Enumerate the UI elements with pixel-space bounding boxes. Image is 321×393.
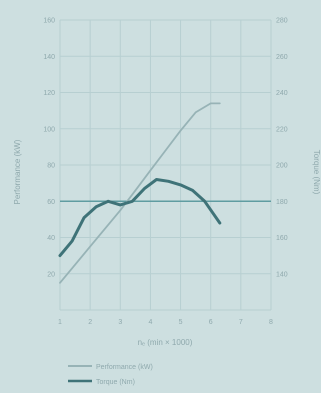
x-tick-label: 2 <box>88 319 92 326</box>
series-line-performance <box>59 102 221 284</box>
torque-point <box>143 187 145 190</box>
y-left-tick-label: 60 <box>47 199 55 206</box>
torque-point <box>119 204 121 206</box>
performance-point <box>59 282 61 284</box>
y-left-tick-label: 100 <box>43 126 55 133</box>
x-tick-label: 1 <box>58 319 62 326</box>
x-axis-title: nₑ (min × 1000) <box>138 338 193 347</box>
y-right-tick-label: 260 <box>276 54 288 61</box>
x-tick-label: 6 <box>209 319 213 326</box>
performance-point <box>210 102 212 104</box>
series-line-torque <box>58 178 222 258</box>
y-left-tick-label: 160 <box>43 18 55 25</box>
legend-label-power: Performance (kW) <box>96 364 153 371</box>
torque-point <box>95 206 97 208</box>
x-tick-label: 8 <box>269 319 273 326</box>
performance-point <box>149 169 152 172</box>
y-right-tick-label: 220 <box>276 126 288 133</box>
series-lines <box>58 102 222 284</box>
y-right-tick-label: 140 <box>276 271 288 278</box>
performance-point <box>119 209 121 211</box>
legend: Performance (kW) Torque (Nm) <box>68 364 153 386</box>
torque-point <box>204 200 206 202</box>
y-right-tick-label: 200 <box>276 163 288 170</box>
y-axis-right-title: Torque (Nm) <box>312 150 321 195</box>
y-right-tick-label: 240 <box>276 90 288 97</box>
y-left-tick-label: 120 <box>43 90 55 97</box>
tick-labels: 1 2 3 4 5 6 7 8 20 40 60 80 100 120 140 160 140 160 180 200… <box>43 18 287 327</box>
performance-point <box>74 264 76 266</box>
torque-point <box>71 240 73 242</box>
performance-point <box>164 149 167 152</box>
performance-point <box>89 245 91 248</box>
torque-point <box>155 178 158 181</box>
torque-point <box>167 180 170 182</box>
torque-point <box>83 216 85 219</box>
torque-point <box>179 184 182 186</box>
y-axis-left-title: Performance (kW) <box>13 139 22 204</box>
grid <box>59 19 272 311</box>
y-left-tick-label: 20 <box>47 271 55 278</box>
x-tick-label: 4 <box>148 319 152 326</box>
y-right-tick-label: 280 <box>276 18 288 25</box>
performance-point <box>195 111 197 114</box>
performance-point <box>104 227 106 230</box>
performance-point <box>219 102 221 104</box>
torque-point <box>219 222 221 224</box>
y-left-tick-label: 140 <box>43 54 55 61</box>
y-left-tick-label: 40 <box>47 235 55 242</box>
performance-point <box>179 129 182 132</box>
y-right-tick-label: 160 <box>276 235 288 242</box>
x-tick-label: 3 <box>118 319 122 326</box>
torque-point <box>131 200 133 202</box>
y-right-tick-label: 180 <box>276 199 288 206</box>
x-tick-label: 5 <box>179 319 183 326</box>
x-tick-label: 7 <box>239 319 243 326</box>
torque-point <box>107 200 109 202</box>
torque-point <box>192 189 194 191</box>
torque-point <box>59 255 61 257</box>
y-left-tick-label: 80 <box>47 163 55 170</box>
legend-label-torque: Torque (Nm) <box>96 379 135 386</box>
performance-point <box>134 189 136 191</box>
